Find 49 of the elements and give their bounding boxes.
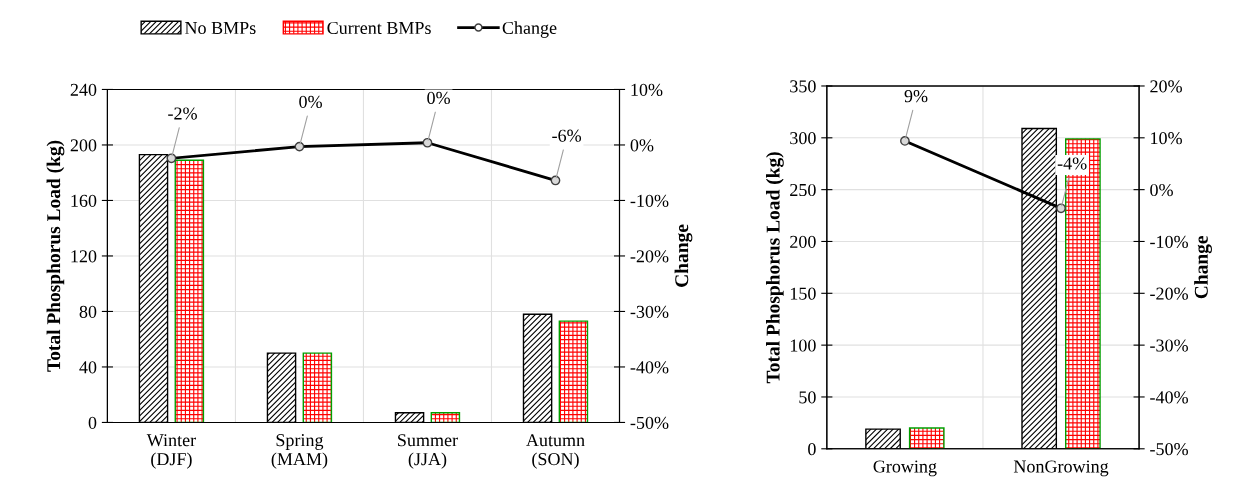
y-tick-label: 160 [71,194,97,207]
y-tick-label: 50 [799,391,816,404]
data-label: -2% [168,107,197,120]
y2-tick-label: 0% [630,139,654,152]
y2-tick-label: -20% [1150,287,1188,300]
y2-tick-label: -40% [1150,391,1188,404]
y2-axis-title: Change [1194,236,1212,299]
y-tick-label: 40 [79,361,97,374]
y-tick-label: 300 [790,132,816,145]
y-tick-label: 120 [71,250,97,263]
y-tick-label: 250 [790,183,816,197]
y-axis-title: Total Phosphorus Load (kg) [46,140,65,372]
data-label: 9% [904,90,928,103]
legend-label: Change [502,21,557,38]
y-tick-label: 0 [808,443,816,456]
data-label: 0% [427,91,450,105]
y2-tick-label: 10% [1151,132,1182,145]
y2-tick-label: -10% [1150,235,1188,248]
y-tick-label: 240 [70,83,97,96]
y-tick-label: 100 [790,339,816,352]
x-tick-label: Summer (JJA) [398,434,458,469]
y-tick-label: 200 [70,139,97,152]
y2-tick-label: -50% [630,416,669,429]
y2-axis-title: Change [674,224,693,287]
x-tick-label: Autumn (SON) [526,434,585,469]
y2-tick-label: -10% [630,194,669,207]
legend-label: Current BMPs [327,21,431,35]
data-label: 0% [299,95,322,108]
x-tick-label: Growing [873,460,937,477]
y2-tick-label: -40% [630,361,669,374]
y2-tick-label: -30% [1150,339,1188,352]
y-axis-title: Total Phosphorus Load (kg) [766,152,784,384]
y2-tick-label: -50% [1150,443,1188,456]
y-tick-label: 150 [790,287,816,300]
x-tick-label: Spring (MAM) [271,434,328,469]
y2-tick-label: 0% [1150,183,1173,197]
y2-tick-label: 20% [1150,80,1182,93]
y-tick-label: 350 [790,80,816,93]
data-label: -6% [552,129,582,142]
x-tick-label: NonGrowing [1013,460,1109,477]
y-tick-label: 200 [790,235,816,248]
data-label: -4% [1057,157,1087,170]
y2-tick-label: -20% [630,250,669,263]
y-tick-label: 80 [79,305,97,318]
y-tick-label: 0 [88,416,97,429]
y2-tick-label: 10% [631,83,663,96]
x-tick-label: Winter (DJF) [146,434,196,469]
legend-label: No BMPs [185,22,256,35]
y2-tick-label: -30% [630,305,669,318]
